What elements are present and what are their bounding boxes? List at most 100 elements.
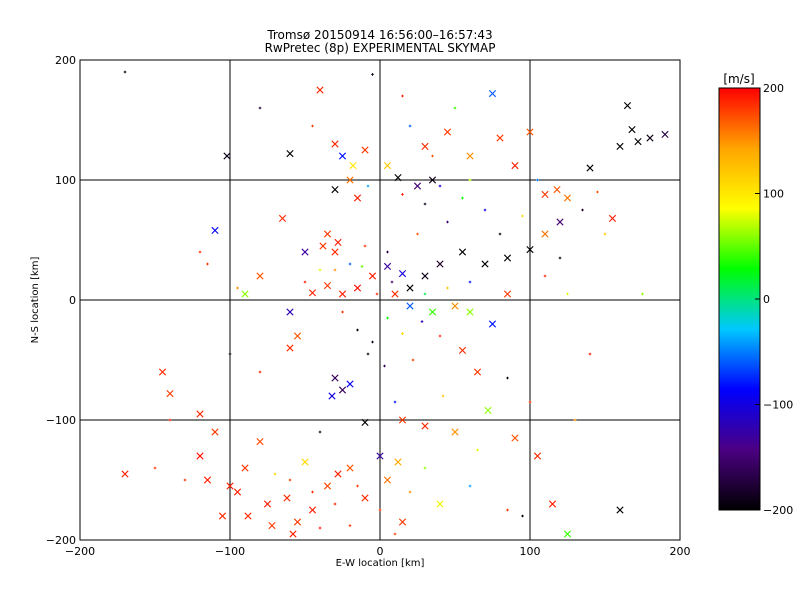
plus-marker [168,418,172,422]
plus-marker [183,478,187,482]
cross-marker [634,138,642,146]
x-tick-label: 200 [670,545,691,558]
plus-marker [603,232,607,236]
cross-marker [541,230,549,238]
cross-marker [394,458,402,466]
cross-marker [361,494,369,502]
cross-marker [158,368,167,376]
cross-marker [286,308,294,316]
cross-marker [346,176,354,184]
axis-ticks: −200 −100 0 100 200 200 100 0 −100 −200 [46,54,691,558]
cross-marker [289,530,297,538]
colorbar-tick-label: 100 [763,188,784,201]
grid-lines [80,60,680,540]
cross-marker [553,186,561,194]
cross-marker [233,488,242,496]
cross-marker [293,518,302,526]
plus-marker [461,196,464,200]
cross-marker [323,282,332,290]
cross-marker [413,182,422,190]
cross-marker [286,344,294,352]
cross-marker [556,218,564,226]
cross-marker [241,464,249,472]
plus-marker [371,73,374,76]
cross-marker [421,422,429,430]
plus-marker [206,262,209,266]
cross-marker [334,470,342,478]
cross-marker [488,320,497,328]
cross-marker [428,176,437,184]
cross-marker [338,152,347,160]
cross-marker [496,134,504,142]
chart-titles: Tromsø 20150914 16:56:00–16:57:43 RwPret… [265,28,496,55]
cross-marker [283,494,291,502]
cross-marker [503,254,512,262]
plus-marker [386,316,389,320]
cross-marker [481,260,489,268]
cross-marker [473,368,482,376]
plus-marker [198,250,202,254]
cross-marker [398,518,407,526]
plus-marker [393,400,397,404]
cross-marker [511,162,519,170]
cross-marker [361,146,369,154]
cross-marker [661,130,669,138]
colorbar-gradient [718,87,761,511]
cross-marker [646,134,654,142]
plus-marker [123,70,127,74]
chart-title: Tromsø 20150914 16:56:00–16:57:43 [266,28,492,42]
cross-marker [488,90,497,98]
cross-marker [166,390,174,398]
cross-marker [406,284,414,292]
cross-marker [608,214,617,222]
cross-marker [331,374,339,382]
plus-marker [375,292,379,296]
y-tick-label: 0 [69,294,76,307]
cross-marker [338,386,347,394]
plus-marker [258,370,262,374]
cross-marker [451,302,459,310]
cross-marker [398,416,407,424]
plus-marker [566,292,569,296]
y-tick-label: 200 [55,54,76,67]
cross-marker [563,530,572,538]
cross-marker [586,164,594,172]
plus-marker [506,376,509,380]
cross-marker [361,418,369,426]
cross-marker [223,152,231,160]
cross-marker [286,150,294,158]
cross-marker [563,194,572,202]
cross-marker [623,102,632,110]
plus-marker [348,524,352,527]
cross-marker [548,500,557,508]
cross-marker [628,126,636,134]
cross-marker [503,290,512,298]
plus-marker [416,232,419,236]
cross-marker [323,230,332,238]
cross-marker [256,438,264,446]
x-tick-label: −100 [215,545,245,558]
cross-marker [338,290,347,298]
cross-marker [616,142,624,150]
cross-marker [353,194,362,202]
plus-marker [401,94,404,98]
plus-marker [441,394,445,398]
y-tick-label: −200 [46,534,76,547]
chart-subtitle: RwPretec (8p) EXPERIMENTAL SKYMAP [265,41,496,55]
cross-marker [526,128,534,136]
plus-marker [438,184,442,188]
plus-marker [641,292,644,296]
plus-marker [356,484,359,488]
cross-marker [368,272,377,280]
plus-marker [258,106,262,110]
plus-marker [366,352,370,356]
cross-marker [211,226,219,234]
plus-marker [506,508,509,512]
plus-marker [333,502,337,506]
cross-marker [331,140,339,148]
plus-marker [360,265,364,268]
plus-marker [588,352,592,356]
colorbar-tick-label: −100 [763,399,793,412]
cross-marker [196,452,204,460]
plus-marker [303,280,307,284]
